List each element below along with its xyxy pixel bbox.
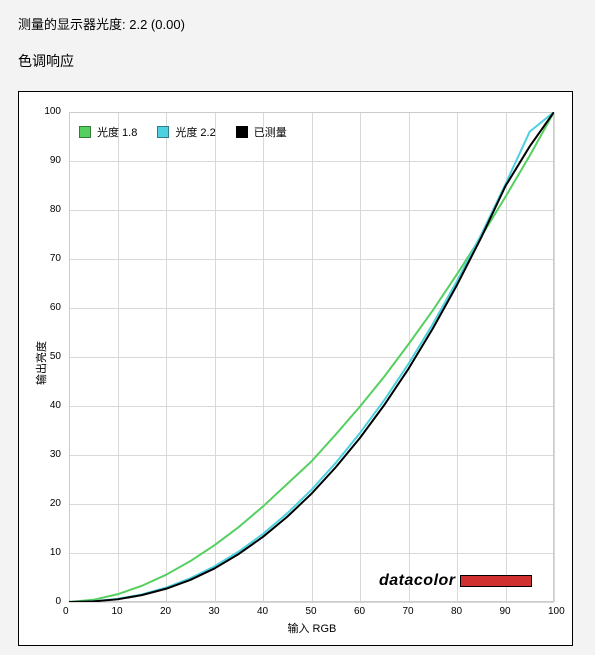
brand-logo: datacolor: [379, 572, 532, 590]
x-tick-label: 90: [500, 606, 511, 617]
x-tick-label: 100: [548, 606, 565, 617]
x-tick-label: 40: [257, 606, 268, 617]
x-gridline: [554, 112, 555, 602]
chart-subtitle: 色调响应: [18, 51, 577, 71]
legend-item: 光度 1.8: [79, 124, 137, 140]
y-tick-label: 100: [44, 106, 61, 117]
series-gamma_2_2: [69, 112, 554, 602]
measured-gamma-line: 测量的显示器光度: 2.2 (0.00): [18, 14, 577, 33]
legend-label: 光度 1.8: [97, 124, 137, 140]
x-tick-label: 0: [63, 606, 69, 617]
legend-label: 光度 2.2: [175, 124, 215, 140]
brand-text: datacolor: [379, 572, 456, 590]
y-axis-label: 输出亮度: [33, 341, 49, 385]
legend: 光度 1.8 光度 2.2 已测量: [79, 124, 287, 140]
legend-item: 光度 2.2: [157, 124, 215, 140]
y-tick-label: 80: [50, 204, 61, 215]
legend-label: 已测量: [254, 124, 287, 140]
y-tick-label: 20: [50, 498, 61, 509]
legend-swatch: [236, 126, 248, 138]
brand-bar-icon: [460, 575, 532, 587]
x-tick-label: 70: [403, 606, 414, 617]
measured-gamma-value: 2.2 (0.00): [129, 17, 185, 32]
y-tick-label: 0: [55, 596, 61, 607]
x-tick-label: 30: [209, 606, 220, 617]
measured-gamma-label: 测量的显示器光度:: [18, 17, 126, 32]
legend-item: 已测量: [236, 124, 287, 140]
y-tick-label: 30: [50, 449, 61, 460]
y-tick-label: 70: [50, 253, 61, 264]
series-measured: [69, 112, 554, 602]
y-gridline: [69, 602, 554, 603]
tonal-response-chart: 0 10 20 30 40 50 60 70 80 90 100 0 10 20 30 40 50 60 70 80 9…: [18, 91, 573, 646]
x-tick-label: 80: [451, 606, 462, 617]
plot-area: [69, 112, 554, 602]
series-gamma_1_8: [69, 112, 554, 602]
x-axis-label: 输入 RGB: [288, 620, 337, 636]
y-tick-label: 50: [50, 351, 61, 362]
y-tick-label: 90: [50, 155, 61, 166]
y-tick-label: 40: [50, 400, 61, 411]
legend-swatch: [157, 126, 169, 138]
x-tick-label: 50: [306, 606, 317, 617]
x-tick-label: 60: [354, 606, 365, 617]
legend-swatch: [79, 126, 91, 138]
x-tick-label: 10: [112, 606, 123, 617]
curves-svg: [69, 112, 554, 602]
page: 测量的显示器光度: 2.2 (0.00) 色调响应 0 10 20 30 40 50 60 7…: [0, 0, 595, 655]
y-tick-label: 60: [50, 302, 61, 313]
x-tick-label: 20: [160, 606, 171, 617]
y-tick-label: 10: [50, 547, 61, 558]
